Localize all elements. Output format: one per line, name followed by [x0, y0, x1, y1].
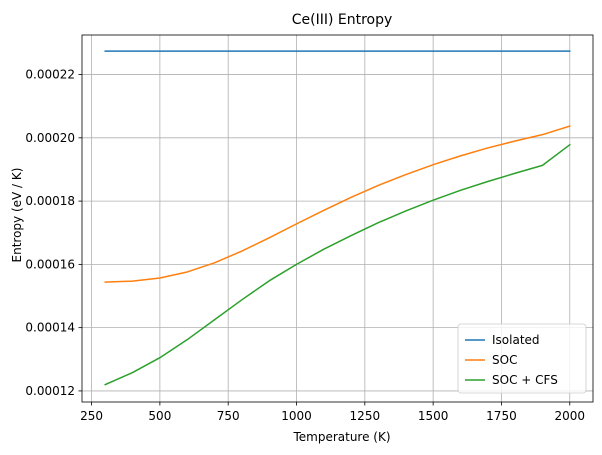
chart-title: Ce(III) Entropy: [292, 12, 393, 28]
y-tick-label: 0.00012: [25, 384, 75, 398]
x-tick-label: 500: [148, 409, 171, 423]
x-tick-label: 1750: [486, 409, 517, 423]
grid-lines: [82, 35, 593, 402]
legend-label: SOC + CFS: [492, 373, 558, 387]
x-tick-label: 750: [217, 409, 240, 423]
legend-label: SOC: [492, 353, 517, 367]
axes: [81, 34, 594, 403]
y-tick-label: 0.00016: [25, 257, 75, 271]
ticks: 250 500 750 1000 1250 1500 1750 2000 0.00012 0.00…: [25, 68, 585, 423]
x-tick-label: 1250: [350, 409, 381, 423]
axes-frame: [81, 34, 594, 403]
x-tick-label: 1000: [281, 409, 312, 423]
legend: Isolated SOC SOC + CFS: [457, 323, 587, 394]
y-axis-label: Entropy (eV / K): [10, 168, 24, 263]
x-tick-label: 1500: [418, 409, 449, 423]
data-series: [104, 50, 571, 386]
y-tick-label: 0.00020: [25, 131, 75, 145]
x-tick-label: 250: [80, 409, 103, 423]
y-tick-label: 0.00022: [25, 68, 75, 82]
y-tick-label: 0.00014: [25, 321, 75, 335]
series-line-soc-cfs: [104, 143, 571, 386]
x-tick-label: 2000: [554, 409, 585, 423]
legend-box: [457, 323, 587, 394]
x-axis-label: Temperature (K): [292, 430, 390, 444]
series-line-soc: [104, 125, 571, 283]
legend-label: Isolated: [492, 333, 540, 347]
y-tick-label: 0.00018: [25, 194, 75, 208]
